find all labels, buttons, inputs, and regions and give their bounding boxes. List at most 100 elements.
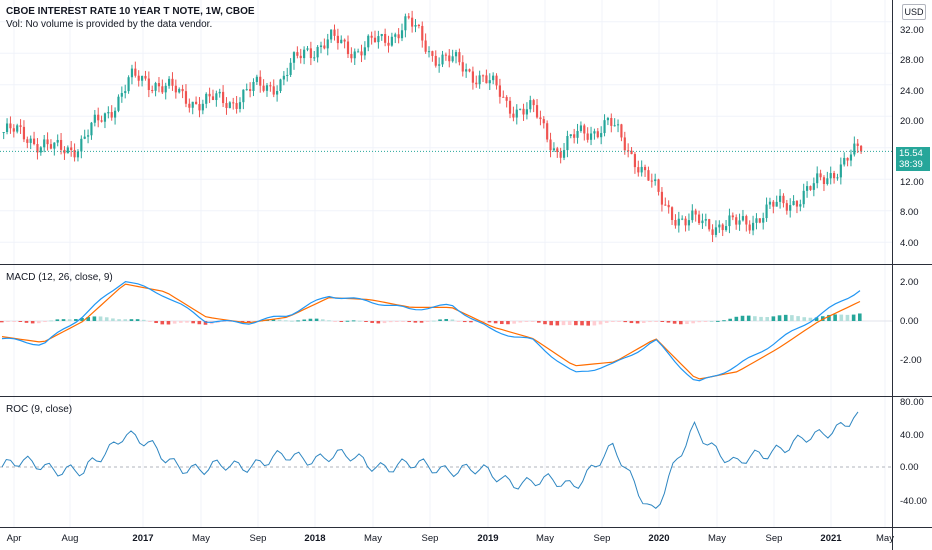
candle-body <box>421 25 424 41</box>
macd-histogram-bar <box>827 314 831 321</box>
candle-body <box>367 35 370 48</box>
macd-histogram-bar <box>611 321 615 322</box>
macd-histogram-bar <box>49 320 53 322</box>
candle-body <box>113 110 117 118</box>
candle-body <box>282 75 285 80</box>
macd-histogram-bar <box>388 321 393 323</box>
x-tick-label: 2021 <box>820 533 842 544</box>
candle-body <box>718 224 721 228</box>
candle-body <box>522 108 525 115</box>
macd-histogram-bar <box>543 321 547 325</box>
macd-histogram-bar <box>117 319 121 321</box>
macd-histogram-bar <box>678 321 683 325</box>
y-tick-label: 0.00 <box>900 462 919 473</box>
macd-histogram-bar <box>129 319 134 321</box>
candle-body <box>684 218 687 226</box>
x-tick-label: May <box>536 533 554 544</box>
candle-body <box>309 48 312 59</box>
candle-body <box>475 82 478 85</box>
candle-body <box>245 89 248 91</box>
candle-body <box>805 186 809 191</box>
candle-body <box>269 85 272 87</box>
candle-body <box>502 96 505 98</box>
macd-histogram-bar <box>635 321 640 324</box>
candle-body <box>211 96 215 101</box>
x-tick-label: Sep <box>765 533 783 544</box>
macd-histogram-bar <box>30 321 35 324</box>
candle-body <box>525 109 528 115</box>
candle-body <box>765 204 768 219</box>
macd-label: MACD (12, 26, close, 9) <box>6 272 113 283</box>
macd-histogram-bar <box>92 316 97 321</box>
macd-histogram-bar <box>24 321 29 323</box>
macd-histogram-bar <box>703 321 708 322</box>
candle-body <box>431 51 434 56</box>
x-tick-label: May <box>192 533 210 544</box>
candle-body <box>515 109 518 118</box>
macd-histogram-bar <box>61 319 66 321</box>
candle-body <box>188 103 191 108</box>
candle-body <box>181 88 184 92</box>
candle-body <box>471 71 474 83</box>
macd-histogram-bar <box>518 321 523 323</box>
candle-body <box>697 214 701 224</box>
candle-body <box>772 201 775 207</box>
macd-histogram-bar <box>444 318 449 321</box>
macd-histogram-bar <box>382 321 387 324</box>
macd-histogram-bar <box>833 314 837 321</box>
candle-body <box>444 54 447 56</box>
macd-histogram-bar <box>728 318 732 321</box>
candle-body <box>539 117 542 120</box>
candle-body <box>417 25 420 27</box>
x-tick-label: Apr <box>6 533 22 544</box>
candle-body <box>343 39 346 42</box>
x-tick-label: May <box>876 533 894 544</box>
macd-histogram-bar <box>481 321 486 322</box>
macd-histogram-bar <box>407 321 411 323</box>
currency-button[interactable]: USD <box>902 4 926 20</box>
macd-histogram-bar <box>191 321 195 324</box>
candle-body <box>670 207 674 221</box>
candle-body <box>360 51 363 56</box>
candle-body <box>660 191 664 205</box>
macd-histogram-bar <box>814 317 819 321</box>
macd-histogram-bar <box>154 321 158 324</box>
x-tick-label: Sep <box>249 533 267 544</box>
candle-body <box>600 133 603 138</box>
candle-body <box>623 137 626 151</box>
macd-histogram-bar <box>574 321 578 326</box>
candle-body <box>407 16 410 18</box>
candle-body <box>97 114 100 121</box>
candle-body <box>9 123 12 129</box>
candle-body <box>822 177 826 185</box>
candle-body <box>454 52 458 57</box>
candle-body <box>16 125 19 132</box>
candle-body <box>667 204 670 208</box>
candle-body <box>849 154 853 161</box>
candle-body <box>191 101 194 108</box>
candle-body <box>657 179 660 192</box>
candle-body <box>654 179 657 182</box>
candle-body <box>451 56 454 62</box>
macd-histogram-bar <box>148 321 152 322</box>
candle-body <box>839 164 842 178</box>
macd-histogram-bar <box>86 317 91 321</box>
macd-histogram-bar <box>753 316 757 321</box>
macd-histogram-bar <box>351 320 356 322</box>
candle-body <box>228 102 231 108</box>
candle-body <box>380 33 383 37</box>
candle-body <box>846 157 849 161</box>
candle-body <box>363 47 366 56</box>
macd-histogram-bar <box>203 321 208 325</box>
candle-body <box>495 75 498 86</box>
macd-histogram-bar <box>123 319 128 321</box>
candle-body <box>124 91 127 94</box>
candle-body <box>232 102 235 104</box>
macd-histogram-bar <box>790 315 794 321</box>
candle-body <box>249 89 252 91</box>
candle-body <box>120 93 123 97</box>
candle-body <box>630 150 633 155</box>
candle-body <box>93 114 96 123</box>
macd-histogram-bar <box>55 319 60 321</box>
